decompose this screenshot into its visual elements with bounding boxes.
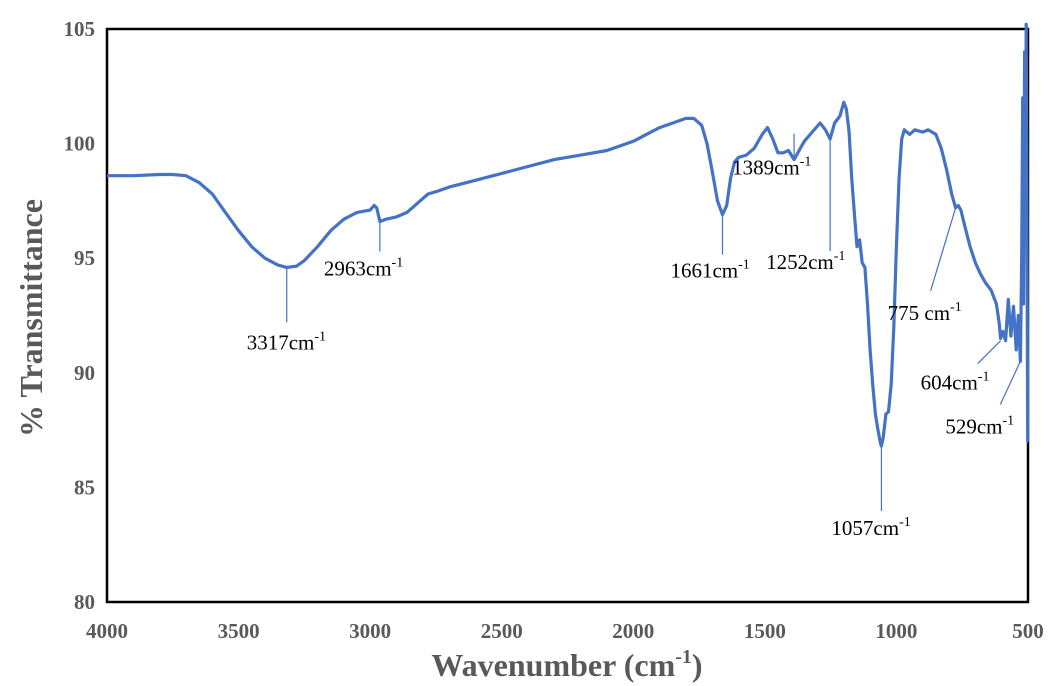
annotation-label-sup: -1 (800, 155, 812, 170)
annotation-label-text: 1389cm (732, 156, 800, 180)
x-axis-title-text: Wavenumber (cm (431, 647, 675, 683)
annotation-label: 1661cm-1 (670, 258, 749, 283)
x-axis-title-sup: -1 (675, 646, 692, 668)
x-tick-label: 500 (1012, 619, 1044, 643)
annotation-label: 2963cm-1 (324, 256, 403, 281)
annotation-label: 775 cm-1 (888, 300, 962, 325)
x-axis-title-tail: ) (692, 647, 703, 683)
annotation-label-text: 3317cm (247, 330, 315, 354)
x-tick-label: 2500 (481, 619, 523, 643)
y-tick-label: 85 (74, 475, 95, 499)
y-axis-title: % Transmittance (13, 199, 49, 437)
y-tick-label: 80 (74, 590, 95, 614)
x-axis-ticks: 4000 3500 3000 2500 2000 1500 1000 500 (86, 619, 1044, 643)
annotation-label-text: 1661cm (670, 259, 738, 283)
x-tick-label: 2000 (612, 619, 654, 643)
annotation-label-sup: -1 (978, 370, 990, 385)
annotation-label-sup: -1 (392, 256, 404, 271)
annotation-label-text: 775 cm (888, 301, 950, 325)
x-tick-label: 1500 (744, 619, 786, 643)
x-tick-label: 3500 (218, 619, 260, 643)
x-tick-label: 4000 (86, 619, 128, 643)
annotation-label: 529cm-1 (945, 413, 1014, 438)
annotation-leader (930, 207, 957, 291)
annotation-label-text: 1252cm (766, 250, 834, 274)
y-tick-label: 100 (64, 132, 96, 156)
annotation-label: 1389cm-1 (732, 155, 811, 180)
spectrum-line (107, 22, 1030, 448)
annotation-label-sup: -1 (834, 249, 846, 264)
annotation-label: 3317cm-1 (247, 329, 326, 354)
annotation-label-sup: -1 (1003, 413, 1015, 428)
x-tick-label: 1000 (875, 619, 917, 643)
annotation-label: 1057cm-1 (831, 515, 910, 540)
y-tick-label: 90 (74, 361, 95, 385)
annotation-leader (999, 361, 1021, 405)
annotation-leader (977, 340, 1002, 365)
y-axis-ticks: 80 85 90 95 100 105 (64, 17, 96, 614)
annotation-label-sup: -1 (950, 300, 962, 315)
annotation-label-sup: -1 (899, 515, 911, 530)
annotation-label-text: 2963cm (324, 257, 392, 281)
x-axis-title: Wavenumber (cm-1) (431, 646, 702, 683)
y-tick-label: 95 (74, 246, 95, 270)
annotation-label-sup: -1 (738, 258, 750, 273)
annotation-label-text: 604cm (921, 371, 978, 395)
annotation-label: 1252cm-1 (766, 249, 845, 274)
y-tick-label: 105 (64, 17, 96, 41)
annotation-label: 604cm-1 (921, 370, 990, 395)
annotation-label-text: 1057cm (831, 516, 899, 540)
annotation-label-text: 529cm (945, 414, 1002, 438)
x-tick-label: 3000 (349, 619, 391, 643)
annotation-label-sup: -1 (314, 329, 326, 344)
